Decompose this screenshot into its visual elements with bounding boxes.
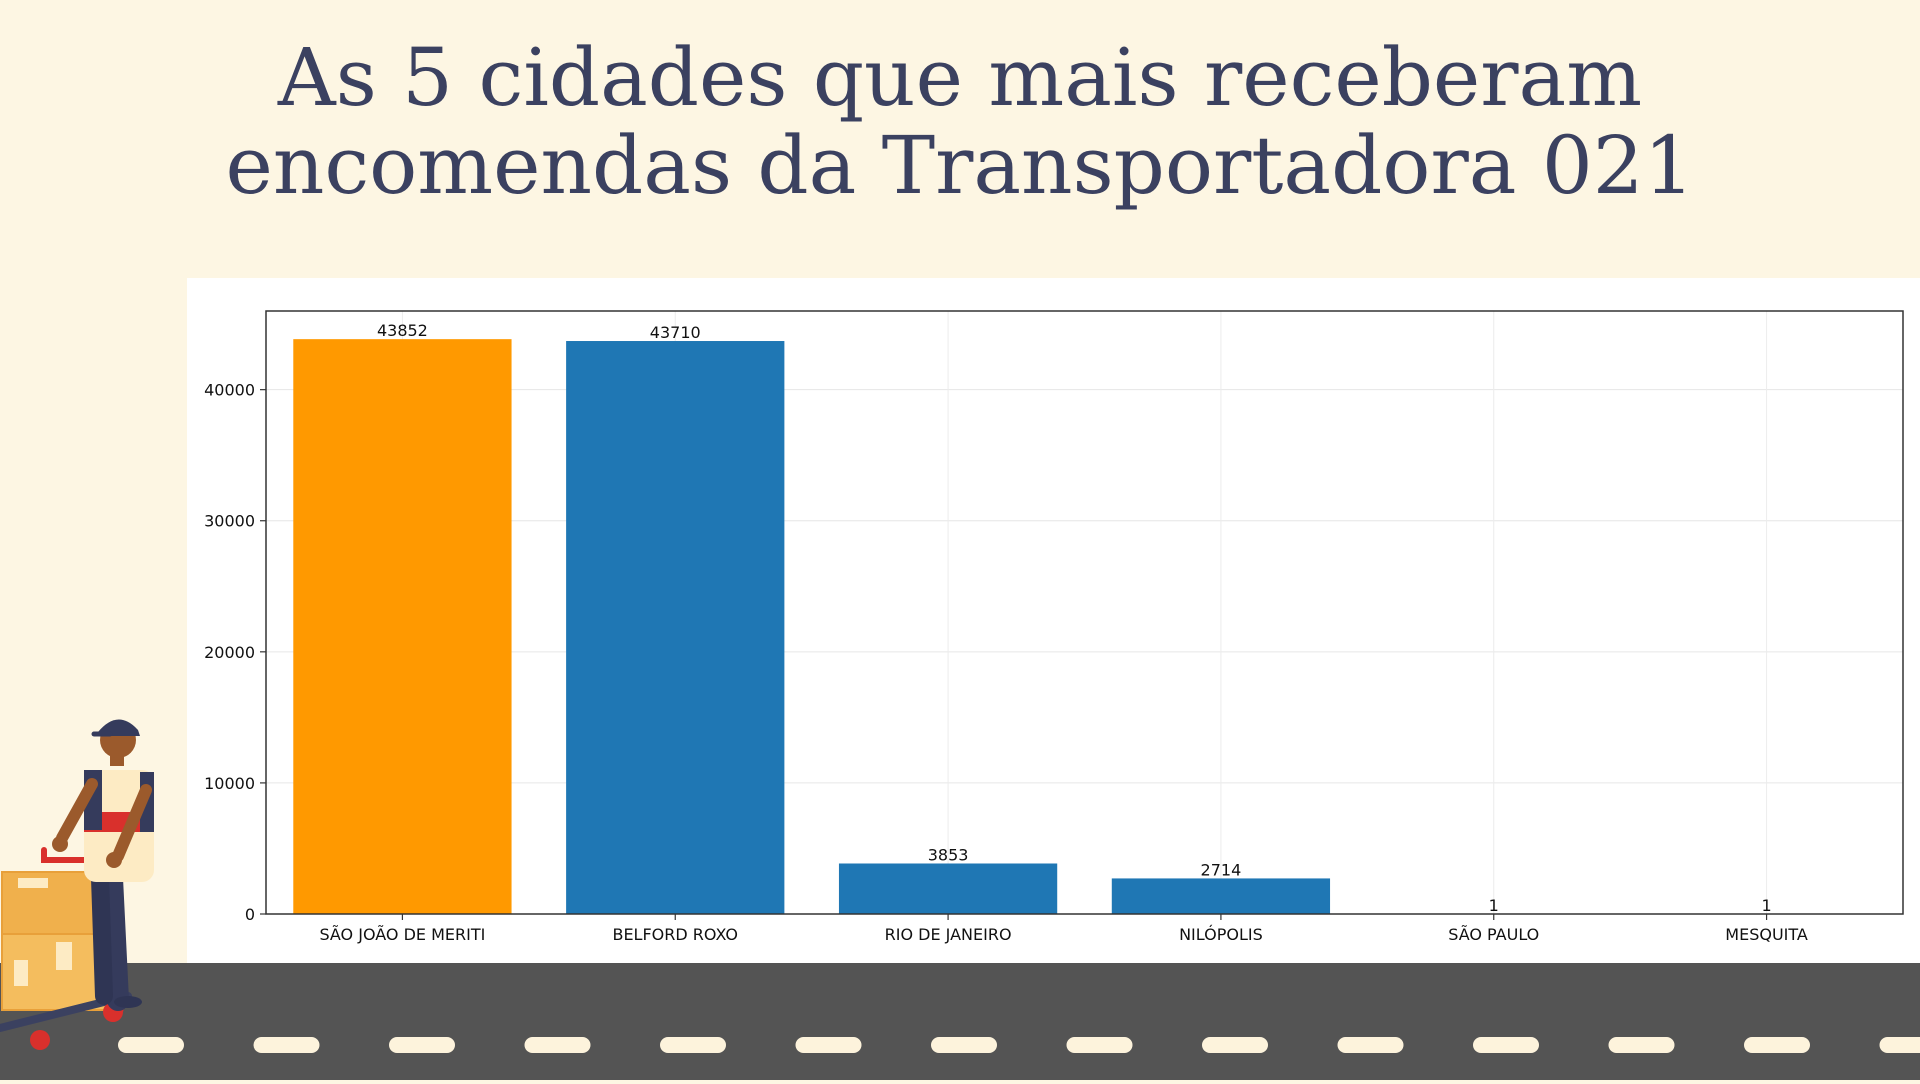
x-tick-label: SÃO PAULO — [1448, 925, 1539, 944]
road-dash — [796, 1037, 862, 1053]
x-tick-label: SÃO JOÃO DE MERITI — [319, 925, 485, 944]
road-dash — [1609, 1037, 1675, 1053]
bar-value-label: 43852 — [377, 321, 428, 340]
road — [0, 963, 1920, 1080]
road-dash — [660, 1037, 726, 1053]
y-tick-label: 40000 — [204, 381, 255, 400]
delivery-worker-with-hand-truck-icon — [0, 710, 170, 1060]
bar — [1112, 878, 1330, 914]
road-dash — [525, 1037, 591, 1053]
road-dash — [1202, 1037, 1268, 1053]
road-markings — [0, 963, 1920, 1080]
road-dash — [1338, 1037, 1404, 1053]
bar-value-label: 1 — [1761, 896, 1771, 915]
bar-value-label: 1 — [1489, 896, 1499, 915]
road-dash — [1880, 1037, 1920, 1053]
bar — [566, 341, 784, 914]
chart-panel: 43852 43710 3853 2714 1 1 0 10000 20000 30000 4000… — [187, 278, 1920, 964]
road-dash — [254, 1037, 320, 1053]
bar-value-label: 43710 — [650, 323, 701, 342]
y-tick-label: 0 — [245, 905, 255, 924]
bar — [293, 339, 511, 914]
y-tick-label: 20000 — [204, 643, 255, 662]
x-tick-label: BELFORD ROXO — [612, 925, 738, 944]
bar-value-label: 3853 — [928, 845, 969, 864]
bar-value-label: 2714 — [1201, 860, 1242, 879]
bar — [839, 863, 1057, 914]
bar-chart: 43852 43710 3853 2714 1 1 0 10000 20000 30000 4000… — [187, 278, 1920, 964]
x-tick-label: NILÓPOLIS — [1179, 925, 1263, 944]
title-line-2: encomendas da Transportadora 021 — [0, 122, 1920, 210]
slide-title: As 5 cidades que mais receberam encomend… — [0, 34, 1920, 210]
road-dash — [1473, 1037, 1539, 1053]
y-tick-label: 30000 — [204, 512, 255, 531]
y-tick-label: 10000 — [204, 774, 255, 793]
road-dash — [1067, 1037, 1133, 1053]
road-dash — [931, 1037, 997, 1053]
x-tick-label: MESQUITA — [1725, 925, 1808, 944]
road-dash — [389, 1037, 455, 1053]
x-tick-label: RIO DE JANEIRO — [885, 925, 1012, 944]
road-dash — [1744, 1037, 1810, 1053]
title-line-1: As 5 cidades que mais receberam — [0, 34, 1920, 122]
